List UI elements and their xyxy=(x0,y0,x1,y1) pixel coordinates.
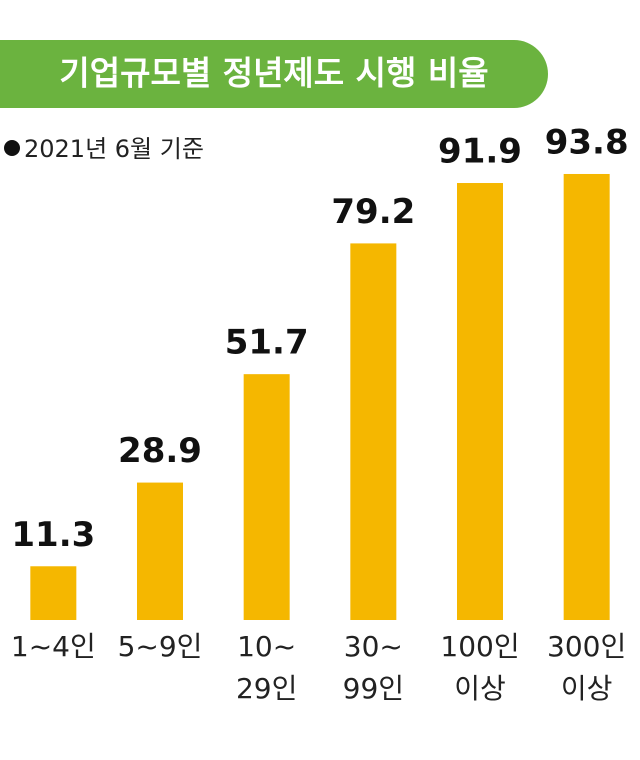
value-label: 28.9 xyxy=(118,431,202,471)
bullet xyxy=(4,140,20,156)
bar xyxy=(137,482,183,620)
x-tick-label: 99인 xyxy=(343,672,404,705)
x-tick-label: 10~ xyxy=(237,630,296,663)
x-tick-label: 30~ xyxy=(344,630,403,663)
x-tick-label: 이상 xyxy=(454,672,506,705)
x-tick-label: 5~9인 xyxy=(118,630,203,663)
bar xyxy=(457,183,503,620)
x-tick-label: 300인 xyxy=(547,630,626,663)
bar xyxy=(30,566,77,620)
x-tick-label: 이상 xyxy=(561,672,613,705)
chart-title: 기업규모별 정년제도 시행 비율 xyxy=(59,54,488,93)
bar xyxy=(563,173,610,620)
bar xyxy=(243,374,290,620)
value-label: 79.2 xyxy=(331,192,415,232)
chart-subtitle: 2021년 6월 기준 xyxy=(24,135,204,163)
x-tick-label: 100인 xyxy=(440,630,519,663)
title-background xyxy=(0,40,548,108)
value-label: 93.8 xyxy=(545,122,629,162)
value-label: 51.7 xyxy=(225,323,309,363)
x-tick-label: 29인 xyxy=(236,672,297,705)
value-label: 91.9 xyxy=(438,132,522,172)
value-label: 11.3 xyxy=(11,515,95,555)
x-tick-label: 1~4인 xyxy=(11,630,96,663)
bar xyxy=(350,243,397,621)
